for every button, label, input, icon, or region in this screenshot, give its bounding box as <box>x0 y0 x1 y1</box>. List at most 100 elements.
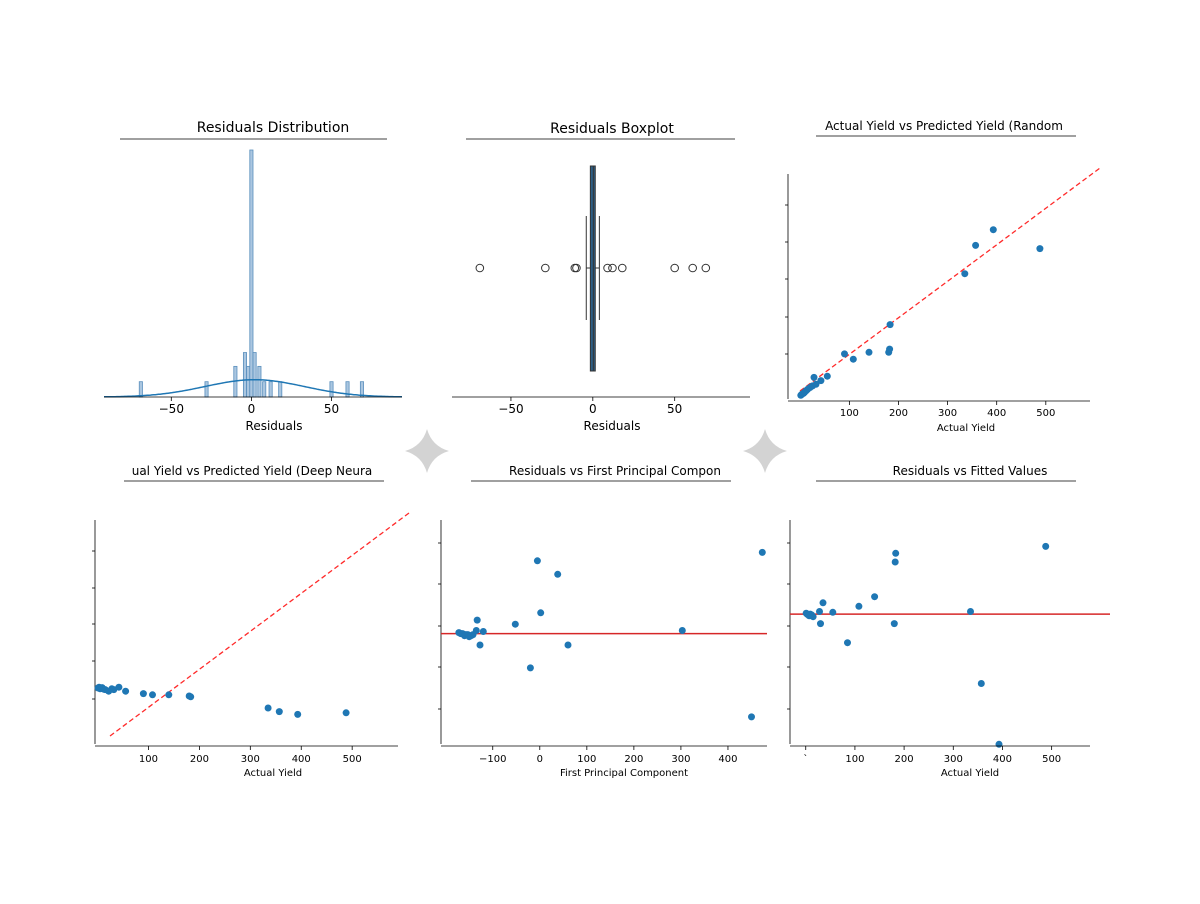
scatter-point <box>844 639 851 647</box>
x-tick-label: 400 <box>292 754 311 765</box>
x-tick-label: −100 <box>479 754 506 765</box>
x-tick-label: 100 <box>577 754 596 765</box>
x-tick-label: 400 <box>718 754 737 765</box>
scatter-point <box>995 740 1003 748</box>
x-tick-label: ` <box>803 753 808 765</box>
outlier-point <box>572 263 581 273</box>
histogram-bar <box>204 381 209 398</box>
scatter-point <box>817 377 825 385</box>
outlier-point <box>541 263 550 273</box>
chart-title: Residuals vs First Principal Compon <box>509 464 721 478</box>
outlier-point <box>670 263 679 273</box>
scatter-point <box>537 609 545 617</box>
outlier-point <box>603 263 612 273</box>
outlier-point <box>617 263 627 273</box>
scatter-point <box>149 691 156 699</box>
scatter-point <box>809 613 817 621</box>
residuals-vs-pc1-panel: Residuals vs First Principal Compon Firs… <box>438 464 767 779</box>
scatter-point <box>1036 245 1044 253</box>
x-tick-label: 100 <box>139 754 158 765</box>
scatter-point <box>533 557 541 565</box>
x-tick-label: 50 <box>324 402 339 416</box>
kde-curve <box>104 378 402 398</box>
scatter-point <box>187 693 195 701</box>
sparkles <box>405 429 787 473</box>
scatter-point <box>472 627 480 634</box>
scatter-point <box>758 548 766 556</box>
scatter-point <box>891 558 899 566</box>
histogram-bar <box>268 381 273 398</box>
x-tick-label: 500 <box>1036 408 1055 419</box>
x-tick-label: 300 <box>938 408 957 419</box>
scatter-point <box>819 599 827 607</box>
scatter-point <box>810 373 818 381</box>
x-tick-label: 400 <box>987 408 1006 419</box>
scatter-point <box>871 593 879 601</box>
histogram-bar <box>329 381 334 398</box>
x-tick-label: 500 <box>1042 754 1061 765</box>
scatter-point <box>886 345 894 353</box>
scatter-point <box>554 570 562 578</box>
chart-title: Residuals Boxplot <box>550 121 674 137</box>
identity-line <box>109 512 410 737</box>
histogram-bar <box>242 352 247 398</box>
histogram-bar <box>257 365 262 398</box>
x-tick-label: 200 <box>624 754 643 765</box>
actual-vs-predicted-dnn-panel: ual Yield vs Predicted Yield (Deep Neura… <box>92 464 410 779</box>
residuals-vs-fitted-panel: Residuals vs Fitted Values Actual Yield … <box>787 464 1110 779</box>
x-tick-label: 400 <box>993 754 1012 765</box>
x-tick-label: 200 <box>889 408 908 419</box>
x-tick-label: 300 <box>671 754 690 765</box>
scatter-point <box>855 602 863 610</box>
scatter-point <box>886 321 894 329</box>
identity-line <box>799 167 1101 392</box>
sparkle-icon <box>405 429 449 473</box>
scatter-point <box>748 713 755 721</box>
scatter-point <box>473 616 481 624</box>
scatter-point <box>139 690 147 698</box>
histogram-bar <box>252 352 257 398</box>
x-tick-label: 100 <box>845 754 864 765</box>
x-tick-label: 300 <box>944 754 963 765</box>
scatter-point <box>972 241 980 249</box>
outlier-point <box>608 263 617 273</box>
outlier-point <box>688 263 697 273</box>
scatter-point <box>678 627 686 634</box>
x-tick-label: 0 <box>537 754 543 765</box>
scatter-point <box>849 355 857 363</box>
x-axis-label: Actual Yield <box>244 768 302 779</box>
scatter-point <box>961 270 969 278</box>
x-tick-label: 50 <box>667 402 682 416</box>
chart-title: Actual Yield vs Predicted Yield (Random <box>825 119 1063 133</box>
scatter-point <box>890 620 898 628</box>
residuals-distribution-panel: Residuals Distribution Residuals −50 0 50 <box>104 120 402 433</box>
histogram-bar <box>246 365 251 398</box>
outlier-point <box>701 263 711 273</box>
x-tick-label: 200 <box>190 754 209 765</box>
scatter-point <box>829 608 837 616</box>
scatter-point <box>823 372 831 380</box>
scatter-point <box>526 664 534 672</box>
outlier-point <box>475 263 485 273</box>
x-tick-label: 200 <box>895 754 914 765</box>
scatter-point <box>841 350 848 358</box>
x-tick-label: 0 <box>248 402 256 416</box>
scatter-point <box>1042 542 1050 550</box>
scatter-point <box>264 704 272 712</box>
scatter-point <box>165 691 173 699</box>
x-tick-label: −50 <box>498 402 523 416</box>
scatter-point <box>812 380 820 388</box>
x-tick-label: 300 <box>241 754 260 765</box>
x-axis-label: Residuals <box>246 419 303 433</box>
scatter-point <box>967 608 974 615</box>
scatter-point <box>476 641 484 649</box>
scatter-point <box>817 620 824 628</box>
scatter-point <box>977 680 985 687</box>
x-tick-label: 0 <box>589 402 597 416</box>
actual-vs-predicted-random-panel: Actual Yield vs Predicted Yield (Random … <box>785 119 1101 434</box>
scatter-point <box>511 620 519 628</box>
residuals-boxplot-panel: Residuals Boxplot Residuals −50 0 50 <box>452 121 750 433</box>
chart-title: ual Yield vs Predicted Yield (Deep Neura <box>132 464 373 478</box>
